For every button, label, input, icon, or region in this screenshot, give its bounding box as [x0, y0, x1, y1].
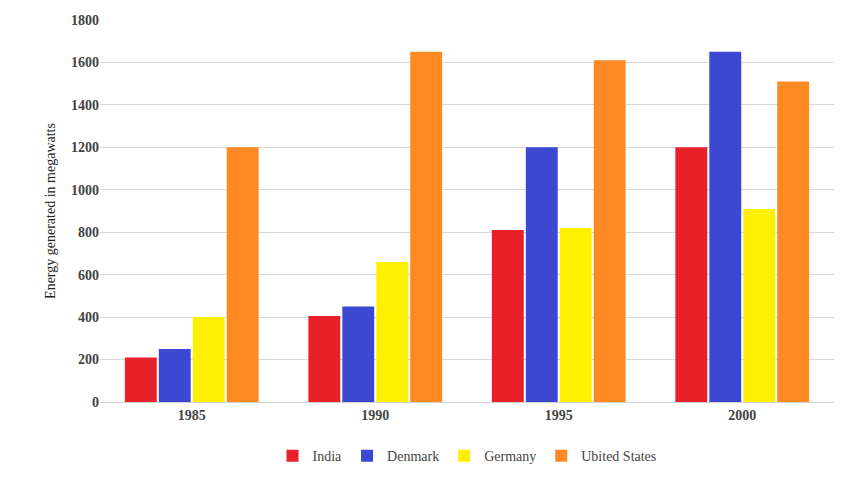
svg-text:Denmark: Denmark — [387, 449, 439, 464]
svg-text:1985: 1985 — [178, 408, 206, 423]
svg-text:India: India — [313, 449, 343, 464]
svg-text:Ubited States: Ubited States — [581, 449, 656, 464]
svg-text:Energy generated in megawatts: Energy generated in megawatts — [43, 123, 58, 299]
svg-text:1800: 1800 — [71, 13, 99, 28]
svg-text:400: 400 — [78, 310, 99, 325]
svg-text:Germany: Germany — [484, 449, 536, 464]
svg-text:600: 600 — [78, 268, 99, 283]
svg-text:0: 0 — [92, 395, 99, 410]
svg-text:1995: 1995 — [545, 408, 573, 423]
svg-text:1990: 1990 — [361, 408, 389, 423]
svg-text:1000: 1000 — [71, 183, 99, 198]
svg-text:1600: 1600 — [71, 55, 99, 70]
svg-text:2000: 2000 — [728, 408, 756, 423]
svg-text:1200: 1200 — [71, 140, 99, 155]
svg-text:200: 200 — [78, 352, 99, 367]
svg-text:1400: 1400 — [71, 98, 99, 113]
svg-text:800: 800 — [78, 225, 99, 240]
